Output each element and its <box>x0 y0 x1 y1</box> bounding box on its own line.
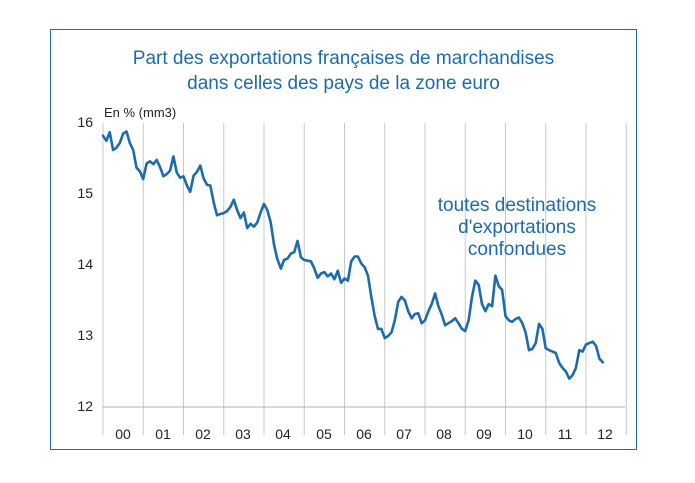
series-annotation-line-2: d'exportations <box>458 217 576 238</box>
x-tick-label-09: 09 <box>476 426 492 442</box>
chart-title-line-2: dans celles des pays de la zone euro <box>187 73 500 94</box>
series-annotation: toutes destinations d'exportations confo… <box>412 195 622 261</box>
x-tick-label-08: 08 <box>436 426 452 442</box>
series-line <box>101 130 605 380</box>
y-tick-label-16: 16 <box>77 114 93 130</box>
x-tick-label-10: 10 <box>517 426 533 442</box>
y-tick-label-14: 14 <box>77 256 93 272</box>
chart-title-line-1: Part des exportations françaises de marc… <box>132 48 555 69</box>
y-tick-label-13: 13 <box>77 327 93 343</box>
chart-title: Part des exportations françaises de marc… <box>50 46 637 96</box>
x-tick-label-04: 04 <box>275 426 291 442</box>
series-annotation-line-1: toutes destinations <box>437 195 597 216</box>
chart-frame <box>50 29 637 450</box>
x-tick-label-12: 12 <box>597 426 613 442</box>
series-annotation-line-3: confondues <box>467 239 567 260</box>
y-axis-unit-label: En % (mm3) <box>104 105 177 120</box>
x-tick-label-02: 02 <box>195 426 211 442</box>
x-tick-label-07: 07 <box>396 426 412 442</box>
x-tick-label-03: 03 <box>235 426 251 442</box>
y-tick-label-15: 15 <box>77 185 93 201</box>
x-tick-label-01: 01 <box>155 426 171 442</box>
x-tick-label-05: 05 <box>316 426 332 442</box>
y-tick-label-12: 12 <box>77 398 93 414</box>
x-tick-label-06: 06 <box>356 426 372 442</box>
x-tick-label-00: 00 <box>115 426 131 442</box>
x-tick-label-11: 11 <box>557 426 573 442</box>
